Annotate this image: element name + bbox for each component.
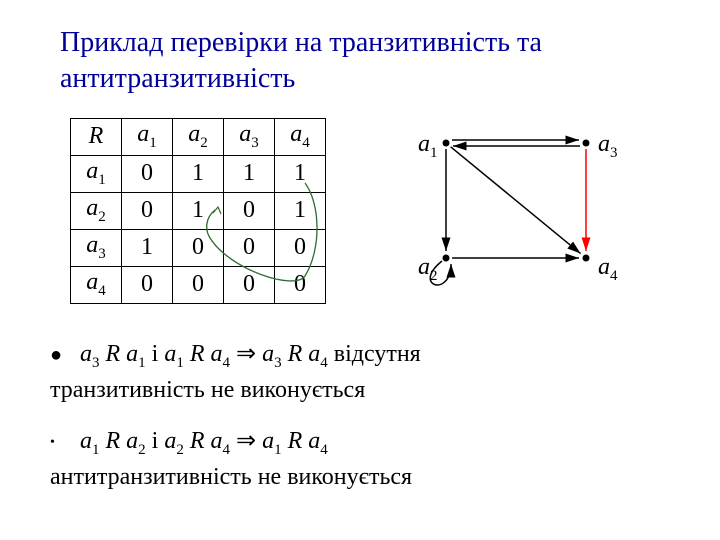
row-label: a4: [71, 266, 122, 303]
bullet-line2: антитранзитивність не виконується: [50, 464, 412, 490]
bullet-icon: ●: [50, 341, 74, 369]
bullet-line1: a1 R a2 і a2 R a4 ⇒ a1 R a4: [80, 428, 328, 454]
cell: 1: [275, 155, 326, 192]
cell: 0: [224, 229, 275, 266]
cell: 0: [275, 229, 326, 266]
node-label: a1: [418, 131, 438, 162]
row-label: a1: [71, 155, 122, 192]
row-label: a3: [71, 229, 122, 266]
table-row: a2 0 1 0 1: [71, 192, 326, 229]
cell: 0: [275, 266, 326, 303]
bullets: ● a3 R a1 і a1 R a4 ⇒ a3 R a4 відсутня т…: [0, 318, 720, 495]
cell: 0: [122, 266, 173, 303]
cell: 0: [173, 229, 224, 266]
cell: 1: [224, 155, 275, 192]
node-label: a2: [418, 254, 438, 285]
node-label: a4: [598, 254, 618, 285]
bullet-icon: •: [50, 433, 74, 453]
table-row: a1 0 1 1 1: [71, 155, 326, 192]
relation-table: R a1 a2 a3 a4 a1 0 1 1 1 a2 0 1 0 1 a3: [70, 118, 326, 304]
th: R: [71, 118, 122, 155]
cell: 0: [173, 266, 224, 303]
cell: 1: [122, 229, 173, 266]
node-label: a3: [598, 131, 618, 162]
cell: 0: [224, 266, 275, 303]
relation-table-wrap: R a1 a2 a3 a4 a1 0 1 1 1 a2 0 1 0 1 a3: [70, 118, 326, 318]
content-row: R a1 a2 a3 a4 a1 0 1 1 1 a2 0 1 0 1 a3: [0, 108, 720, 318]
th: a3: [224, 118, 275, 155]
table-header-row: R a1 a2 a3 a4: [71, 118, 326, 155]
row-label: a2: [71, 192, 122, 229]
bullet-line2: транзитивність не виконується: [50, 377, 365, 403]
th: a2: [173, 118, 224, 155]
cell: 0: [122, 192, 173, 229]
page-title: Приклад перевірки на транзитивність та а…: [0, 0, 720, 108]
bullet-item: • a1 R a2 і a2 R a4 ⇒ a1 R a4 антитранзи…: [50, 425, 660, 494]
cell: 1: [173, 192, 224, 229]
th: a4: [275, 118, 326, 155]
bullet-line1: a3 R a1 і a1 R a4 ⇒ a3 R a4 відсутня: [80, 341, 421, 367]
cell: 0: [224, 192, 275, 229]
relation-graph: a1 a3 a2 a4: [376, 118, 656, 318]
cell: 1: [173, 155, 224, 192]
bullet-item: ● a3 R a1 і a1 R a4 ⇒ a3 R a4 відсутня т…: [50, 338, 660, 407]
cell: 1: [275, 192, 326, 229]
table-row: a3 1 0 0 0: [71, 229, 326, 266]
cell: 0: [122, 155, 173, 192]
table-row: a4 0 0 0 0: [71, 266, 326, 303]
th: a1: [122, 118, 173, 155]
